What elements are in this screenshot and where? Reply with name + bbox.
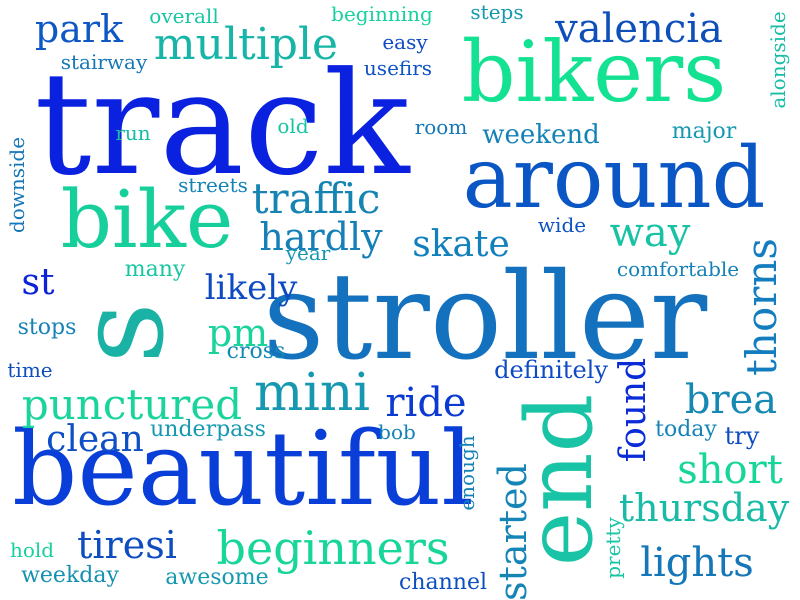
word-pm: pm <box>207 311 269 355</box>
word-bikers: bikers <box>461 23 727 121</box>
word-likely: likely <box>204 268 298 308</box>
word-short: short <box>677 447 783 493</box>
word-try: try <box>724 422 760 450</box>
word-track: track <box>34 42 410 207</box>
word-weekday: weekday <box>21 563 119 588</box>
word-cross: cross <box>226 339 286 364</box>
word-steps: steps <box>470 0 524 24</box>
word-year: year <box>285 241 331 265</box>
word-bike: bike <box>60 173 234 266</box>
word-wide: wide <box>537 213 587 237</box>
word-room: room <box>414 115 468 139</box>
word-mini: mini <box>253 363 371 423</box>
word-run: run <box>115 121 151 145</box>
word-overall: overall <box>149 4 219 28</box>
word-major: major <box>671 119 737 144</box>
word-old: old <box>277 114 309 138</box>
word-underpass: underpass <box>150 417 266 442</box>
word-alongside: alongside <box>766 11 790 109</box>
word-thorns: thorns <box>737 238 786 376</box>
word-s: s <box>52 302 191 364</box>
word-traffic: traffic <box>251 174 381 223</box>
word-time: time <box>7 358 53 382</box>
word-downside: downside <box>5 136 29 234</box>
word-thursday: thursday <box>618 486 790 530</box>
word-awesome: awesome <box>165 565 269 590</box>
word-comfortable: comfortable <box>616 257 740 281</box>
word-valencia: valencia <box>555 6 723 52</box>
word-definitely: definitely <box>494 356 608 384</box>
word-weekend: weekend <box>482 120 600 150</box>
word-easy: easy <box>382 30 428 54</box>
word-clean: clean <box>46 419 144 460</box>
word-pretty: pretty <box>601 517 625 579</box>
word-stops: stops <box>17 315 77 340</box>
word-found: found <box>613 357 654 463</box>
word-beginning: beginning <box>331 2 433 26</box>
word-beautiful: beautiful <box>12 410 474 529</box>
word-way: way <box>609 210 691 256</box>
word-many: many <box>124 257 186 282</box>
word-streets: streets <box>178 173 248 197</box>
word-bob: bob <box>378 420 416 444</box>
word-enough: enough <box>455 435 479 511</box>
word-around: around <box>462 129 766 227</box>
word-beginners: beginners <box>216 521 450 575</box>
word-skate: skate <box>412 224 510 265</box>
word-stairway: stairway <box>60 50 148 74</box>
word-stroller: stroller <box>262 248 708 387</box>
word-st: st <box>21 262 55 303</box>
word-channel: channel <box>399 570 487 595</box>
word-hardly: hardly <box>259 215 383 259</box>
word-ride: ride <box>385 380 467 426</box>
word-today: today <box>655 417 717 442</box>
word-lights: lights <box>640 540 754 586</box>
word-started: started <box>491 463 535 600</box>
word-park: park <box>34 7 124 51</box>
word-tiresi: tiresi <box>77 523 177 567</box>
word-multiple: multiple <box>153 19 339 70</box>
word-punctured: punctured <box>21 380 243 429</box>
word-hold: hold <box>9 538 55 562</box>
word-brea: brea <box>684 377 778 423</box>
word-usefirs: usefirs <box>363 56 433 80</box>
